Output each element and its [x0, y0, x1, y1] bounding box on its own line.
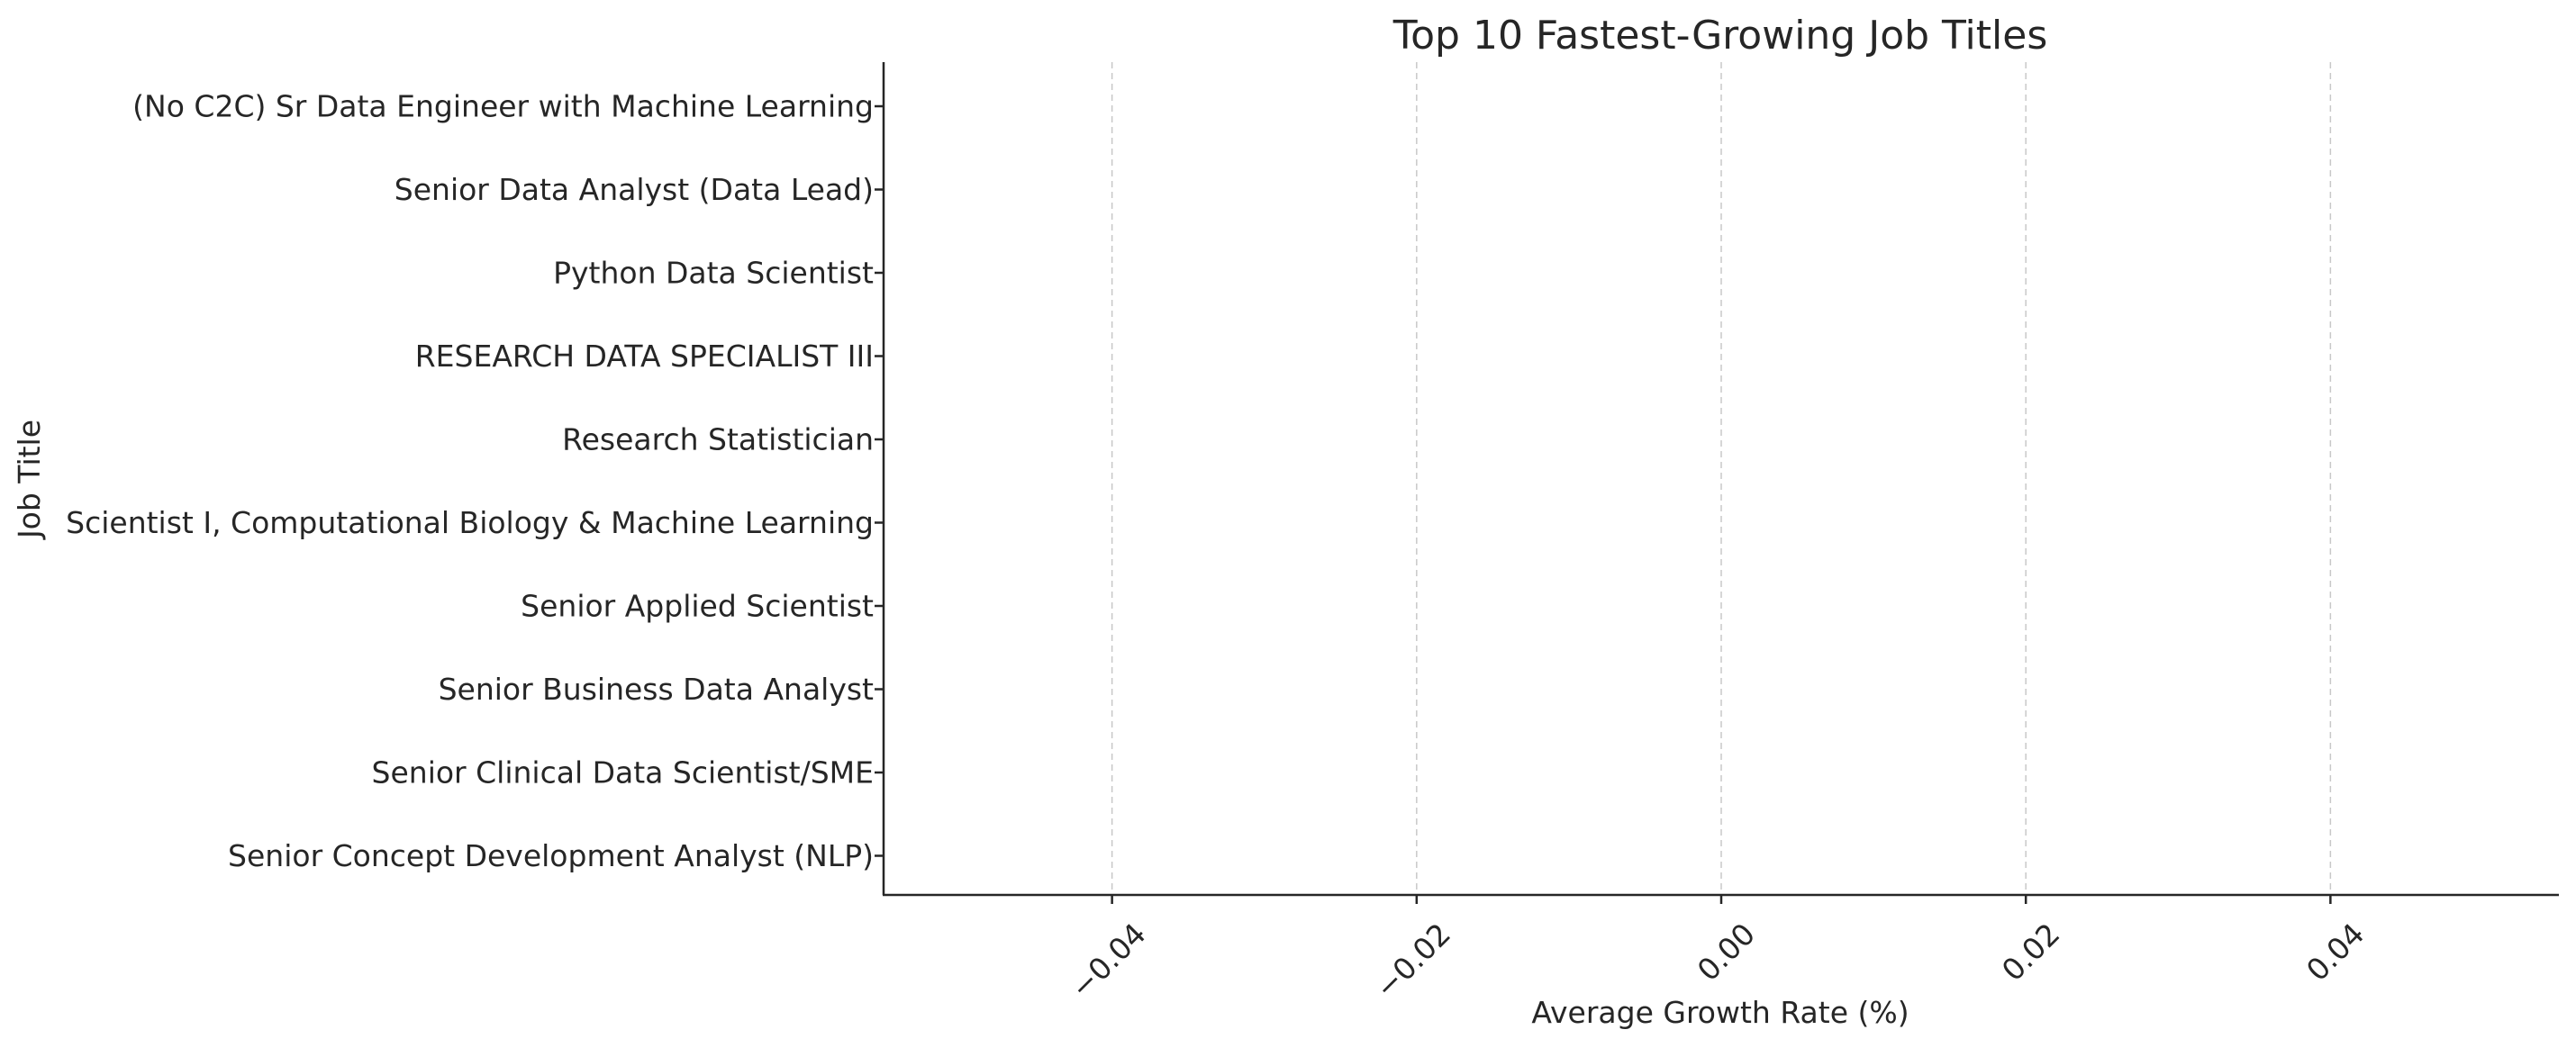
y-category-label: Senior Concept Development Analyst (NLP) — [228, 838, 874, 873]
x-tick-label: 0.00 — [1691, 917, 1763, 989]
y-category-label: Senior Clinical Data Scientist/SME — [372, 755, 874, 791]
x-axis: −0.04 −0.02 0.00 0.02 0.04 — [1064, 895, 2372, 1006]
y-category-label: Research Statistician — [562, 422, 874, 457]
grid-lines — [1111, 62, 2332, 895]
y-category-label: Senior Applied Scientist — [521, 589, 874, 624]
x-axis-label: Average Growth Rate (%) — [1531, 995, 1909, 1030]
x-tick-label: 0.02 — [1995, 917, 2067, 989]
y-category-label: Senior Business Data Analyst — [439, 672, 874, 707]
y-category-label: Senior Data Analyst (Data Lead) — [395, 172, 874, 207]
y-axis: (No C2C) Sr Data Engineer with Machine L… — [66, 89, 884, 873]
y-category-label: RESEARCH DATA SPECIALIST III — [415, 339, 874, 374]
chart-title: Top 10 Fastest-Growing Job Titles — [1392, 13, 2048, 59]
y-category-label: Python Data Scientist — [553, 256, 874, 291]
x-tick-label: −0.02 — [1368, 917, 1457, 1006]
x-tick-label: −0.04 — [1064, 917, 1153, 1006]
y-axis-label: Job Title — [12, 420, 47, 540]
y-category-label: Scientist I, Computational Biology & Mac… — [66, 505, 874, 540]
x-tick-label: 0.04 — [2299, 917, 2372, 989]
y-category-label: (No C2C) Sr Data Engineer with Machine L… — [132, 89, 874, 124]
